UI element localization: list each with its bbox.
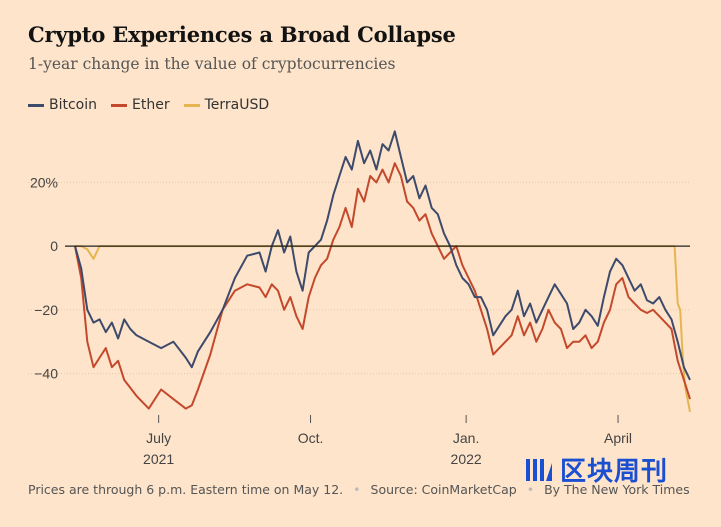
series-line-terrausd — [75, 245, 691, 412]
legend-item-ether: Ether — [111, 97, 170, 113]
x-tick-label: Jan. — [453, 430, 479, 446]
series-line-ether — [74, 162, 691, 410]
x-tick-label: July — [146, 430, 171, 446]
y-tick-label: −20 — [34, 302, 58, 318]
footer-separator: • — [526, 482, 535, 497]
y-tick-label: 20% — [30, 174, 58, 190]
watermark: 区块周刊 — [524, 451, 668, 488]
watermark-text: 区块周刊 — [560, 457, 669, 487]
legend-item-terrausd: TerraUSD — [183, 97, 270, 113]
x-tick-label: Oct. — [298, 430, 324, 446]
y-tick-label: 0 — [50, 238, 58, 254]
legend-item-bitcoin: Bitcoin — [28, 97, 97, 113]
legend: Bitcoin Ether TerraUSD — [28, 97, 283, 113]
x-tick-sublabel: 2022 — [451, 451, 482, 467]
chart-title: Crypto Experiences a Broad Collapse — [28, 22, 456, 47]
legend-swatch-bitcoin — [28, 103, 44, 107]
legend-label-bitcoin: Bitcoin — [49, 97, 98, 113]
legend-label-terrausd: TerraUSD — [204, 97, 270, 113]
footer-source: Source: CoinMarketCap — [370, 482, 517, 497]
chart-subtitle: 1-year change in the value of cryptocurr… — [28, 55, 396, 73]
footer-byline: By The New York Times — [544, 482, 690, 497]
footer-note: Prices are through 6 p.m. Eastern time o… — [28, 482, 344, 497]
series-line-bitcoin — [74, 130, 691, 381]
x-tick-sublabel: 2021 — [143, 451, 174, 467]
x-tick-label: April — [604, 430, 632, 446]
footer: Prices are through 6 p.m. Eastern time o… — [28, 482, 690, 497]
legend-swatch-terrausd — [183, 103, 200, 107]
y-tick-label: −40 — [34, 366, 58, 382]
legend-swatch-ether — [111, 103, 128, 107]
footer-separator: • — [353, 482, 361, 497]
legend-label-ether: Ether — [132, 97, 170, 113]
watermark-logo-icon — [526, 458, 552, 481]
